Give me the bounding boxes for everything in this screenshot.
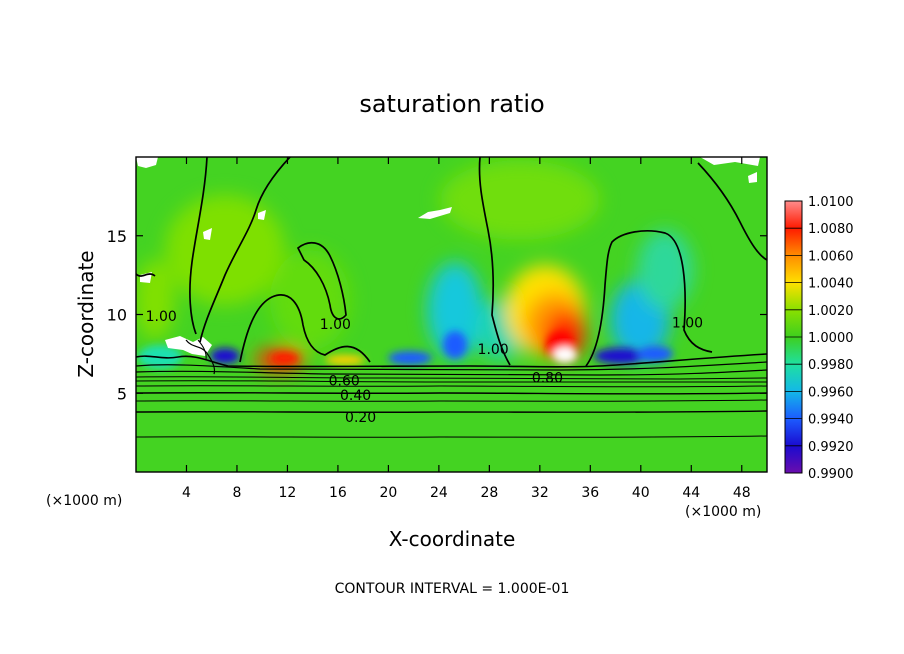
field-details: [138, 331, 673, 369]
colorbar-tick-label: 0.9980: [808, 358, 854, 373]
contour-line: [136, 273, 156, 277]
y-tick-label: 10: [107, 306, 127, 325]
contour-line: [136, 376, 767, 380]
contour-line: [136, 380, 767, 383]
x-tick-label: 44: [682, 485, 700, 501]
colorbar-tick-label: 1.0000: [808, 331, 854, 346]
x-tick-label: 36: [581, 485, 599, 501]
contour-interval-note: CONTOUR INTERVAL = 1.000E-01: [335, 581, 570, 597]
field-blob: [136, 260, 175, 340]
contour-line: [585, 230, 713, 367]
contour-label: 0.80: [532, 371, 563, 387]
contour-label: 0.20: [345, 410, 376, 426]
x-tick-label: 4: [182, 485, 191, 501]
saturated-patches: [136, 157, 760, 356]
colorbar-tick-label: 0.9920: [808, 440, 854, 455]
contour-line: [296, 241, 347, 320]
contour-label: 1.00: [478, 342, 509, 358]
x-unit-left: (×1000 m): [46, 493, 122, 509]
x-tick-label: 28: [480, 485, 498, 501]
contour-label: 1.00: [320, 317, 351, 333]
chart-title: saturation ratio: [359, 90, 544, 118]
contour-line: [189, 157, 208, 335]
colorbar-tick-label: 1.0040: [808, 277, 854, 292]
field-blob: [165, 195, 285, 305]
x-tick-label: 24: [430, 485, 448, 501]
field-blob: [440, 160, 600, 240]
contour-lines-upper: [136, 157, 767, 367]
contour-line: [136, 399, 767, 402]
x-unit-right: (×1000 m): [685, 504, 761, 520]
contour-label: 0.60: [329, 374, 360, 390]
contour-label: 1.00: [146, 309, 177, 325]
field-blob: [427, 262, 483, 358]
contour-line: [136, 361, 767, 371]
field-blob: [594, 348, 646, 364]
y-tick-label: 5: [117, 384, 127, 403]
field-blob: [325, 355, 365, 365]
colorbar-tick-label: 1.0100: [808, 195, 854, 210]
y-tick-label: 15: [107, 227, 127, 246]
x-axis: 4 8 12 16 20 24 28 32 36 40 44 48: [182, 157, 751, 501]
y-axis-title: Z-coordinate: [74, 250, 98, 377]
contour-line: [185, 339, 216, 375]
contour-line: [478, 157, 511, 366]
colorbar-tick-label: 1.0080: [808, 222, 854, 237]
contour-line: [136, 392, 767, 395]
contour-labels: 1.00 1.00 1.00 1.00 0.600.40 0.20 0.80: [146, 309, 703, 426]
contour-label: 1.00: [672, 315, 703, 331]
field-blob: [271, 352, 299, 364]
contour-line: [136, 385, 767, 388]
field-blob: [443, 331, 467, 359]
contour-lines-lower: [136, 339, 767, 438]
contour-line: [239, 294, 371, 363]
x-tick-label: 32: [531, 485, 549, 501]
contour-line: [197, 339, 207, 361]
x-tick-label: 20: [379, 485, 397, 501]
field-blob: [210, 348, 240, 364]
saturated-patch: [136, 157, 158, 168]
x-tick-label: 48: [733, 485, 751, 501]
field-blob: [637, 346, 673, 362]
colorbar-tick-label: 1.0060: [808, 249, 854, 264]
field-blob: [553, 347, 577, 363]
colorbar-tick-label: 0.9960: [808, 385, 854, 400]
x-tick-label: 16: [329, 485, 347, 501]
saturated-patch: [700, 157, 760, 166]
colorbar: 1.0100 1.0080 1.0060 1.0040 1.0020 1.0000 0.99…: [784, 195, 854, 482]
x-axis-title: X-coordinate: [389, 527, 516, 551]
colorbar-tick-label: 0.9900: [808, 467, 854, 482]
field-blob: [388, 351, 432, 365]
saturated-patch: [418, 207, 452, 219]
x-tick-label: 40: [632, 485, 650, 501]
y-axis: 5 10 15: [107, 227, 767, 403]
contour-line: [136, 435, 767, 438]
contour-line: [199, 157, 291, 343]
contour-line: [697, 162, 767, 261]
field-blob: [270, 250, 350, 350]
plot-area: 1.00 1.00 1.00 1.00 0.600.40 0.20 0.80: [136, 157, 767, 472]
saturated-patch: [258, 210, 266, 220]
colorbar-tick-label: 0.9940: [808, 413, 854, 428]
colorbar-tick-label: 1.0020: [808, 304, 854, 319]
contour-line: [136, 353, 767, 368]
x-tick-label: 12: [279, 485, 297, 501]
contour-line: [136, 369, 767, 376]
x-tick-label: 8: [232, 485, 241, 501]
saturated-patch: [748, 172, 757, 183]
saturated-patch: [203, 228, 212, 240]
contour-line: [136, 410, 767, 413]
contour-label: 0.40: [340, 388, 371, 404]
